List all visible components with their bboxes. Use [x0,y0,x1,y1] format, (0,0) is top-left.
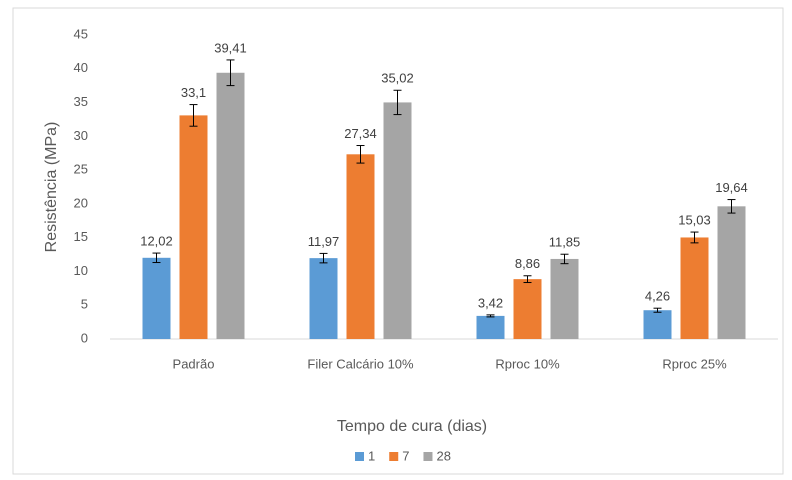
error-bar [356,145,365,164]
legend-label: 1 [368,448,375,463]
error-bar [226,59,235,87]
bar [383,102,412,339]
legend-swatch [423,452,433,461]
error-bar [690,231,699,244]
y-axis-title: Resistência (MPa) [43,122,60,253]
error-bar [189,104,198,127]
legend-label: 28 [436,448,450,463]
bar [309,258,338,339]
y-tick-label: 25 [74,162,88,177]
data-label: 11,85 [549,235,581,250]
bar [550,258,579,339]
x-tick-label: Rproc 25% [662,356,727,371]
y-tick-label: 40 [74,60,88,75]
legend-swatch [355,452,364,461]
bar [346,154,375,339]
legend-swatch [389,452,399,461]
y-tick-label: 45 [74,26,88,41]
y-tick-label: 35 [74,94,88,109]
bar [142,257,171,339]
x-axis-title: Tempo de cura (dias) [337,418,487,435]
x-tick-label: Padrão [173,356,215,371]
x-tick-label: Filer Calcário 10% [307,356,414,371]
y-tick-label: 20 [74,195,88,210]
error-bar [560,253,569,265]
y-tick-label: 0 [81,330,88,345]
data-label: 12,02 [140,234,173,249]
error-bar [523,275,532,284]
data-label: 35,02 [381,71,414,86]
data-label: 19,64 [715,180,748,195]
error-bar [653,307,662,313]
bar [643,310,672,339]
error-bar [152,252,161,264]
bar [476,315,505,339]
bar [179,115,208,339]
bar [216,72,245,340]
chart-frame [12,7,784,475]
y-tick-label: 30 [74,128,88,143]
data-label: 33,1 [181,85,206,100]
data-label: 8,86 [515,256,540,271]
error-bar [727,199,736,214]
data-label: 15,03 [678,212,711,227]
error-bar [486,314,495,318]
data-label: 39,41 [214,40,247,55]
bar [717,206,746,339]
legend-label: 7 [402,448,409,463]
bar [513,279,542,339]
data-label: 11,97 [308,234,340,249]
error-bar [393,89,402,116]
bar [680,237,709,339]
y-tick-label: 10 [74,263,88,278]
error-bar [319,252,328,264]
y-tick-label: 15 [74,229,88,244]
data-label: 3,42 [478,295,503,310]
x-tick-label: Rproc 10% [495,356,560,371]
data-label: 4,26 [645,289,670,304]
data-label: 27,34 [344,126,377,141]
y-tick-label: 5 [81,297,88,312]
